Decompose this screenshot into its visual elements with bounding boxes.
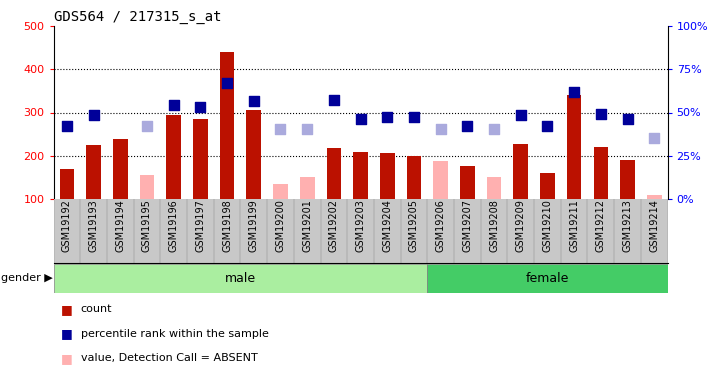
Text: GDS564 / 217315_s_at: GDS564 / 217315_s_at	[54, 10, 221, 24]
Bar	[540, 173, 555, 199]
Text: ■: ■	[61, 327, 72, 340]
Point	[515, 112, 526, 118]
Point	[141, 123, 153, 129]
Bar	[86, 145, 101, 199]
Bar	[166, 115, 181, 199]
Bar	[380, 153, 395, 199]
Point	[542, 123, 553, 129]
Bar	[59, 169, 74, 199]
Bar	[326, 148, 341, 199]
Bar	[647, 195, 662, 199]
Point	[408, 114, 420, 120]
Bar	[140, 175, 154, 199]
Text: value, Detection Call = ABSENT: value, Detection Call = ABSENT	[81, 353, 258, 363]
Point	[622, 116, 633, 122]
Bar	[220, 52, 234, 199]
Bar	[353, 152, 368, 199]
Point	[328, 98, 340, 104]
Point	[355, 116, 366, 122]
Bar	[513, 144, 528, 199]
Point	[195, 104, 206, 110]
Bar	[193, 119, 208, 199]
Point	[248, 98, 259, 104]
Point	[568, 89, 580, 95]
Point	[595, 111, 607, 117]
Point	[221, 80, 233, 86]
Point	[648, 135, 660, 141]
Text: gender ▶: gender ▶	[1, 273, 52, 284]
Text: male: male	[225, 272, 256, 285]
Point	[301, 126, 313, 132]
Bar	[567, 95, 581, 199]
Text: ■: ■	[61, 303, 72, 316]
Bar	[433, 161, 448, 199]
Point	[381, 114, 393, 120]
Bar	[487, 177, 501, 199]
Bar	[460, 166, 475, 199]
Bar	[407, 156, 421, 199]
Bar	[427, 264, 668, 292]
Bar	[246, 110, 261, 199]
Text: female: female	[526, 272, 569, 285]
Bar	[113, 139, 128, 199]
Bar	[54, 264, 427, 292]
Point	[462, 123, 473, 129]
Text: percentile rank within the sample: percentile rank within the sample	[81, 329, 268, 339]
Point	[61, 123, 73, 129]
Point	[168, 102, 179, 108]
Point	[88, 112, 99, 118]
Bar	[300, 177, 315, 199]
Point	[488, 126, 500, 132]
Bar	[273, 184, 288, 199]
Bar	[620, 160, 635, 199]
Point	[435, 126, 446, 132]
Bar	[593, 147, 608, 199]
Text: count: count	[81, 304, 112, 314]
Text: ■: ■	[61, 352, 72, 364]
Point	[275, 126, 286, 132]
